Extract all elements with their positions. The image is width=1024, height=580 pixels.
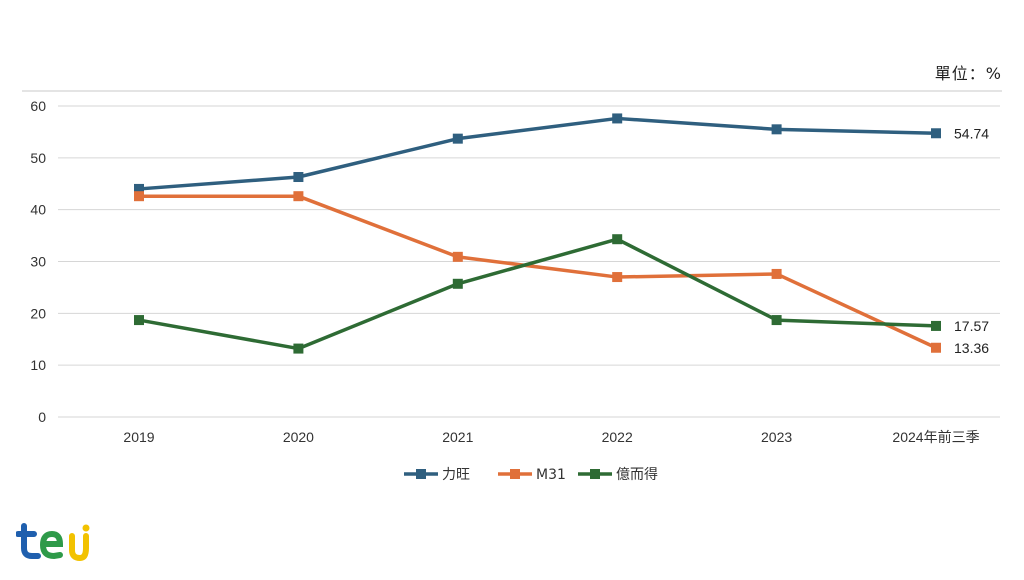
y-tick-label: 40 bbox=[30, 202, 46, 218]
x-tick-label: 2023 bbox=[761, 429, 792, 445]
legend-label: M31 bbox=[536, 467, 566, 483]
data-point bbox=[293, 172, 304, 183]
y-tick-label: 20 bbox=[30, 305, 46, 321]
data-label: 54.74 bbox=[954, 125, 989, 141]
x-tick-label: 2019 bbox=[123, 429, 154, 445]
unit-label: 單位：% bbox=[934, 64, 1002, 83]
data-point bbox=[134, 183, 144, 194]
data-point bbox=[452, 278, 463, 289]
y-tick-label: 50 bbox=[30, 150, 46, 166]
y-tick-label: 60 bbox=[30, 98, 46, 114]
data-point bbox=[134, 191, 144, 202]
data-point bbox=[612, 113, 623, 124]
y-tick-label: 10 bbox=[30, 357, 46, 373]
data-point bbox=[931, 128, 941, 139]
x-tick-label: 2021 bbox=[442, 429, 473, 445]
data-point bbox=[931, 320, 941, 331]
data-point bbox=[293, 191, 304, 202]
series-line bbox=[138, 116, 937, 191]
data-point bbox=[612, 234, 623, 245]
legend-label: 億而得 bbox=[616, 466, 658, 483]
data-point bbox=[452, 133, 463, 144]
data-point bbox=[452, 251, 463, 262]
legend-marker bbox=[510, 469, 520, 479]
x-tick-label: 2024年前三季 bbox=[892, 429, 979, 445]
data-point bbox=[293, 343, 304, 354]
data-point bbox=[771, 268, 782, 279]
data-point bbox=[134, 315, 144, 326]
data-point bbox=[771, 315, 782, 326]
tej-logo-icon bbox=[15, 523, 90, 562]
legend-marker bbox=[590, 469, 600, 479]
data-label: 13.36 bbox=[954, 340, 989, 356]
x-tick-label: 2020 bbox=[283, 429, 314, 445]
x-tick-label: 2022 bbox=[602, 429, 633, 445]
data-point bbox=[612, 272, 623, 283]
y-tick-label: 0 bbox=[38, 409, 46, 425]
y-tick-label: 30 bbox=[30, 254, 46, 270]
tej-logo bbox=[15, 522, 96, 566]
data-point bbox=[771, 124, 782, 135]
legend-label: 力旺 bbox=[442, 467, 470, 483]
data-label: 17.57 bbox=[954, 318, 989, 334]
legend-marker bbox=[416, 469, 426, 479]
series-line bbox=[139, 194, 937, 350]
data-point bbox=[931, 342, 941, 353]
series-line bbox=[138, 237, 937, 351]
